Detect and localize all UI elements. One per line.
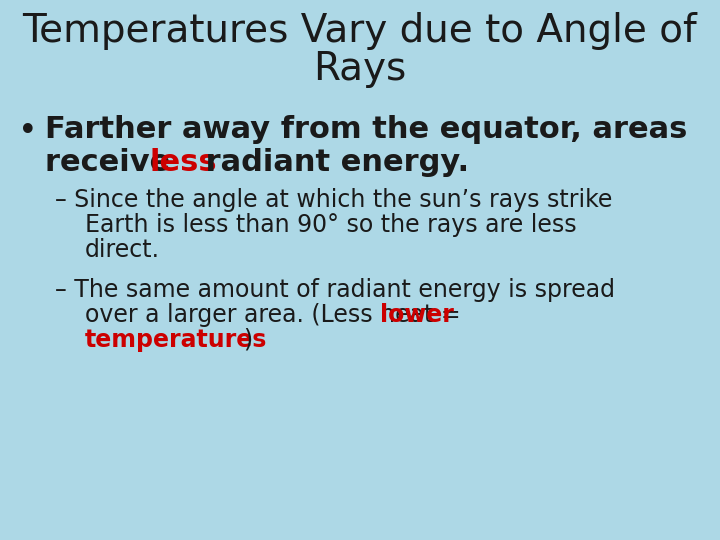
- Text: Rays: Rays: [313, 50, 407, 88]
- Text: – The same amount of radiant energy is spread: – The same amount of radiant energy is s…: [55, 278, 615, 302]
- Text: direct.: direct.: [85, 238, 160, 262]
- Text: less: less: [150, 148, 217, 177]
- Text: radiant energy.: radiant energy.: [195, 148, 469, 177]
- Text: temperatures: temperatures: [85, 328, 267, 352]
- Text: Earth is less than 90° so the rays are less: Earth is less than 90° so the rays are l…: [85, 213, 577, 237]
- Text: – Since the angle at which the sun’s rays strike: – Since the angle at which the sun’s ray…: [55, 188, 613, 212]
- Text: receive: receive: [45, 148, 181, 177]
- Text: over a larger area. (Less heat =: over a larger area. (Less heat =: [85, 303, 468, 327]
- Text: Temperatures Vary due to Angle of: Temperatures Vary due to Angle of: [22, 12, 698, 50]
- Text: ): ): [243, 328, 252, 352]
- Text: lower: lower: [380, 303, 454, 327]
- Text: Farther away from the equator, areas: Farther away from the equator, areas: [45, 115, 688, 144]
- Text: •: •: [18, 115, 37, 148]
